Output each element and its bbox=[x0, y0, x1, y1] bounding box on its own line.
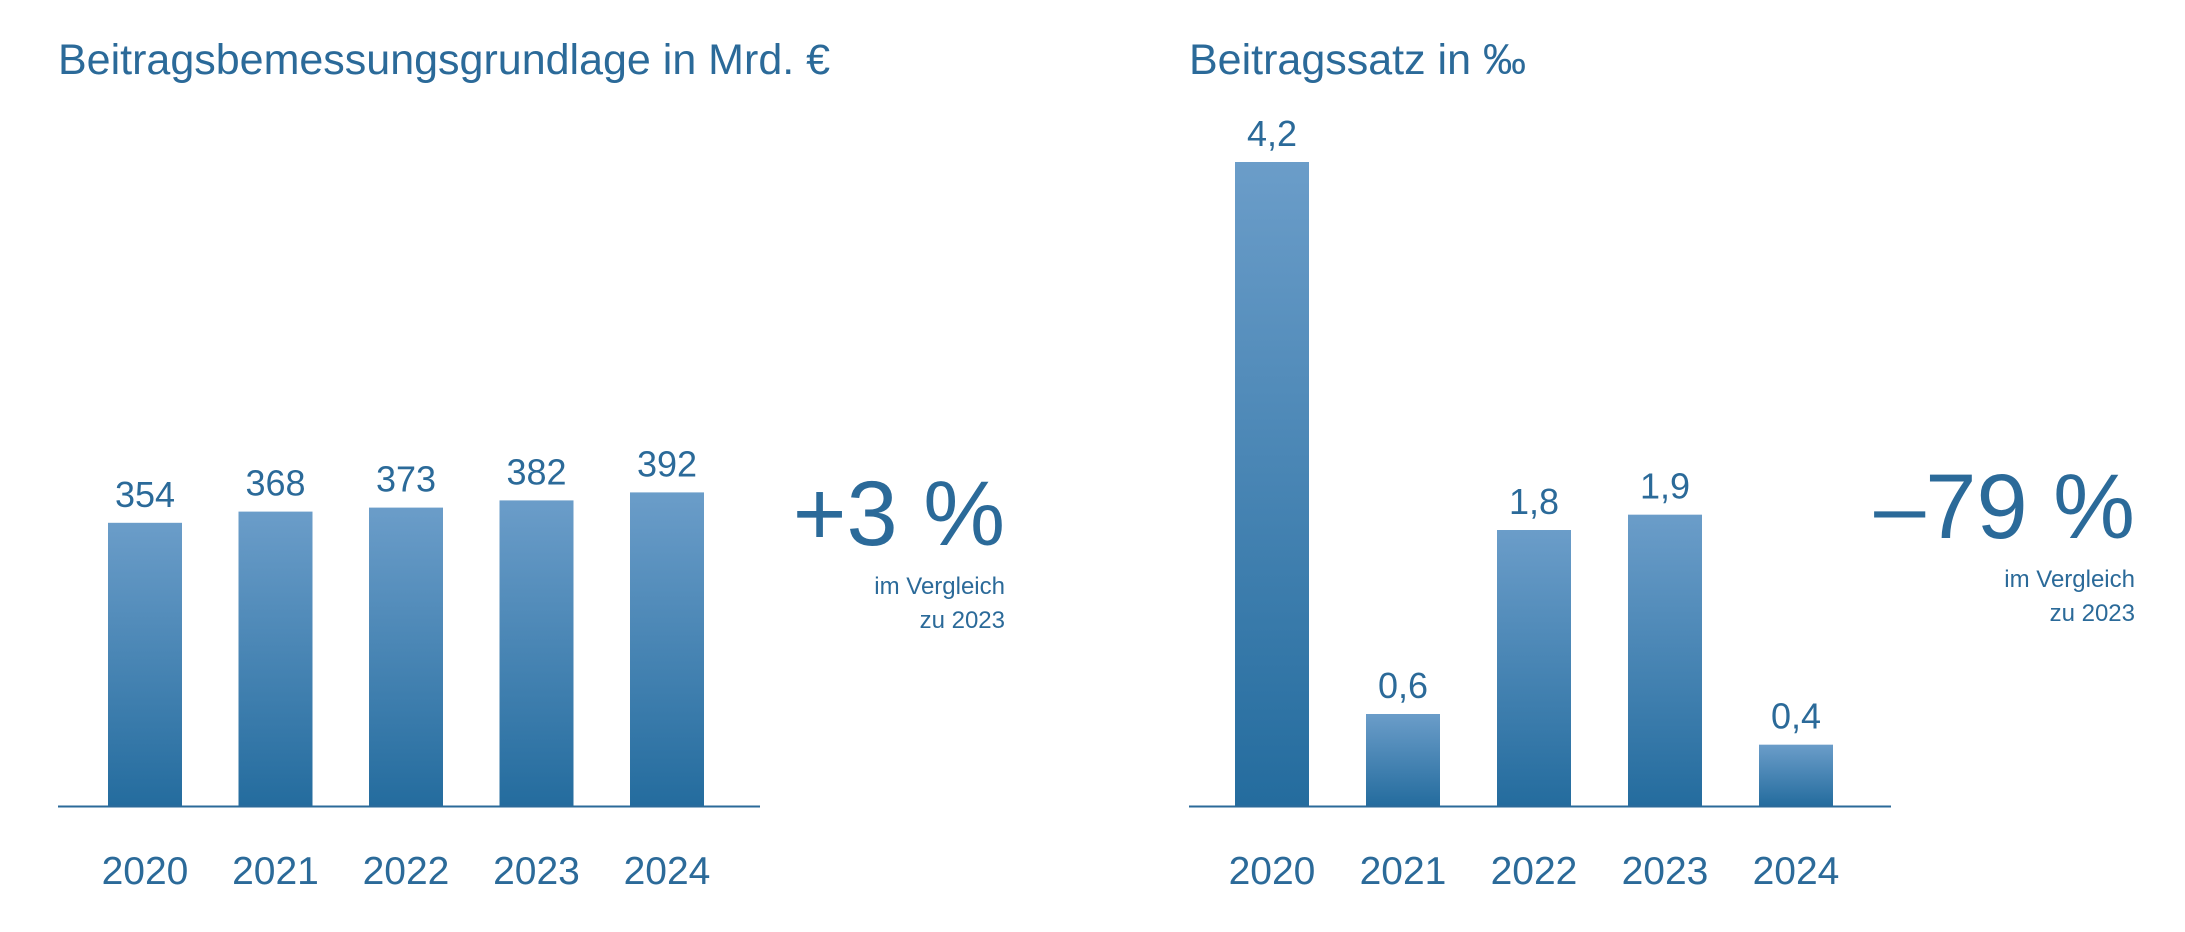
value-label-2021: 368 bbox=[245, 463, 305, 504]
bar-2020 bbox=[1235, 162, 1309, 806]
x-tick-label-2023: 2023 bbox=[1622, 850, 1709, 893]
chart-title: Beitragsbemessungsgrundlage in Mrd. € bbox=[58, 36, 831, 84]
x-tick-label-2020: 2020 bbox=[1229, 850, 1316, 893]
change-note: im Vergleich zu 2023 bbox=[793, 570, 1005, 638]
value-label-2021: 0,6 bbox=[1378, 665, 1428, 706]
value-label-2020: 354 bbox=[115, 474, 175, 515]
x-tick-label-2020: 2020 bbox=[102, 850, 189, 893]
value-label-2023: 382 bbox=[506, 451, 566, 492]
x-tick-label-2022: 2022 bbox=[1491, 850, 1578, 893]
change-note-line2: zu 2023 bbox=[919, 607, 1005, 634]
x-tick-label-2021: 2021 bbox=[232, 850, 319, 893]
value-label-2024: 392 bbox=[637, 443, 697, 484]
value-label-2023: 1,9 bbox=[1640, 466, 1690, 507]
chart-panel-right: Beitragssatz in ‰ 4,2 2020 0,6 2021 1,8 2022 1… bbox=[1120, 0, 2185, 932]
change-indicator: +3 % im Vergleich zu 2023 bbox=[793, 468, 1005, 638]
x-tick-label-2023: 2023 bbox=[493, 850, 580, 893]
bar-2020 bbox=[108, 522, 182, 806]
bar-2023 bbox=[499, 500, 574, 806]
bar-2024 bbox=[630, 492, 704, 806]
change-value: +3 % bbox=[792, 463, 1005, 565]
bar-2022 bbox=[369, 507, 443, 806]
x-tick-label-2022: 2022 bbox=[363, 850, 450, 893]
change-indicator: –79 % im Vergleich zu 2023 bbox=[1874, 461, 2135, 631]
chart-panel-left: Beitragsbemessungsgrundlage in Mrd. € 35… bbox=[0, 0, 1090, 932]
bar-chart-left: 354 2020 368 2021 373 2022 382 2023 392 2024 bbox=[58, 443, 760, 893]
x-tick-label-2021: 2021 bbox=[1360, 850, 1447, 893]
value-label-2022: 1,8 bbox=[1509, 481, 1559, 522]
value-label-2024: 0,4 bbox=[1771, 696, 1821, 737]
change-note-line1: im Vergleich bbox=[874, 573, 1005, 600]
bar-2024 bbox=[1759, 744, 1833, 806]
x-tick-label-2024: 2024 bbox=[624, 850, 711, 893]
value-label-2022: 373 bbox=[376, 459, 436, 500]
chart-title: Beitragssatz in ‰ bbox=[1189, 36, 1526, 84]
change-note: im Vergleich zu 2023 bbox=[1874, 563, 2135, 631]
change-note-line1: im Vergleich bbox=[2004, 566, 2135, 593]
bar-2021 bbox=[238, 511, 313, 806]
change-note-line2: zu 2023 bbox=[2049, 600, 2135, 627]
bar-2022 bbox=[1497, 530, 1571, 806]
bar-2021 bbox=[1366, 714, 1440, 806]
value-label-2020: 4,2 bbox=[1247, 113, 1297, 154]
bar-chart-right: 4,2 2020 0,6 2021 1,8 2022 1,9 2023 0,4 2024 bbox=[1189, 113, 1891, 893]
x-tick-label-2024: 2024 bbox=[1753, 850, 1840, 893]
bar-2023 bbox=[1628, 514, 1702, 806]
change-value: –79 % bbox=[1874, 456, 2135, 558]
